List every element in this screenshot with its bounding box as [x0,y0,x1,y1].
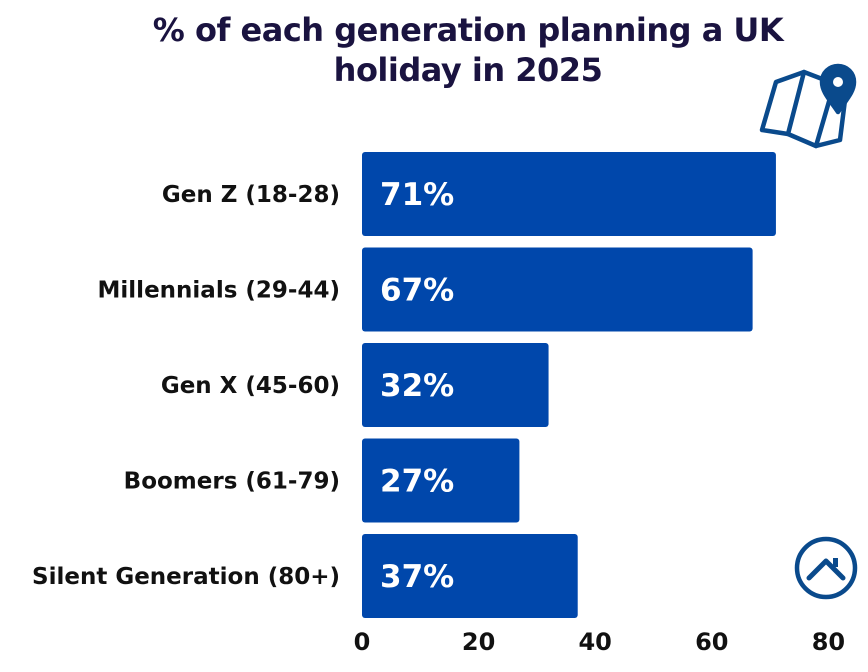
value-label: 32% [380,368,454,404]
house-logo-icon [794,536,858,600]
value-label: 27% [380,464,454,500]
bar [362,343,549,427]
value-labels: 71% 67% 32% 27% 37% [380,177,454,595]
x-tick-label: 20 [462,628,495,656]
value-label: 37% [380,559,454,595]
x-axis-ticks: 0 20 40 60 80 [354,628,845,656]
category-label: Silent Generation (80+) [32,564,340,590]
map-pin-icon [759,63,857,149]
x-tick-label: 40 [578,628,611,656]
category-label: Gen X (45-60) [161,373,340,399]
category-label: Boomers (61-79) [124,469,340,495]
value-label: 67% [380,273,454,309]
x-tick-label: 80 [812,628,845,656]
category-labels: Gen Z (18-28) Millennials (29-44) Gen X (4… [32,182,340,590]
bar [362,438,520,523]
x-tick-label: 60 [695,628,728,656]
category-label: Millennials (29-44) [98,278,340,304]
value-label: 71% [380,177,454,213]
bar [362,534,578,618]
x-tick-label: 0 [354,628,371,656]
bar [362,152,776,236]
bar [362,247,753,332]
category-label: Gen Z (18-28) [162,182,340,208]
bars-layer [362,152,776,618]
chart-title: % of each generation planning a UK holid… [152,11,784,89]
